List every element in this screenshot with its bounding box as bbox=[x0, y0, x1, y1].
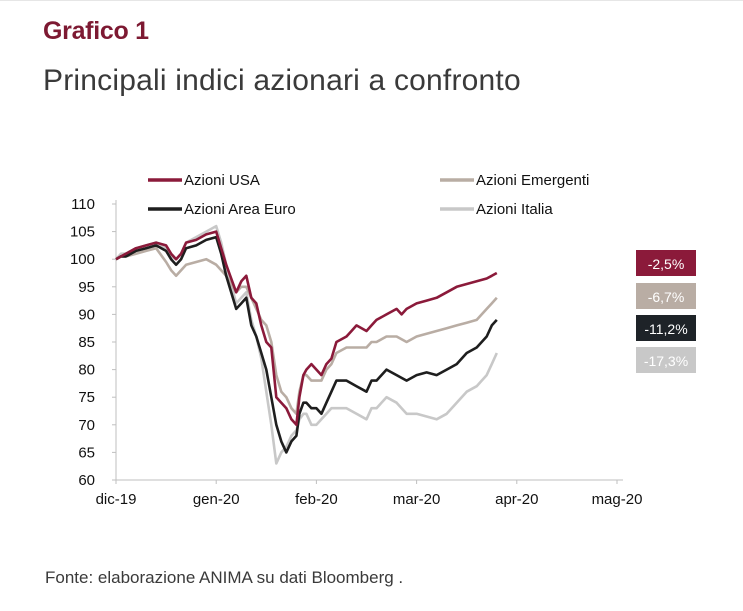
legend-label: Azioni USA bbox=[184, 172, 260, 189]
end-badge-label: -2,5% bbox=[648, 256, 685, 272]
end-badge-label: -6,7% bbox=[648, 289, 685, 305]
end-badge bbox=[636, 283, 696, 309]
x-tick-label: dic-19 bbox=[96, 491, 137, 508]
source-note: Fonte: elaborazione ANIMA su dati Bloomb… bbox=[45, 568, 404, 587]
y-tick-label: 95 bbox=[78, 279, 95, 296]
series-line-3 bbox=[115, 246, 498, 416]
series-line-1 bbox=[115, 230, 498, 427]
y-tick-label: 80 bbox=[78, 362, 95, 379]
y-tick-label: 90 bbox=[78, 306, 95, 323]
x-tick-label: feb-20 bbox=[295, 491, 338, 508]
end-badge bbox=[636, 250, 696, 276]
x-tick-label: apr-20 bbox=[495, 491, 538, 508]
y-tick-label: 105 bbox=[70, 224, 95, 241]
end-badge bbox=[636, 347, 696, 373]
y-tick-label: 100 bbox=[70, 251, 95, 268]
legend-label: Azioni Italia bbox=[476, 201, 553, 218]
x-tick-label: mar-20 bbox=[393, 491, 441, 508]
y-tick-label: 60 bbox=[78, 472, 95, 489]
end-badge-label: -11,2% bbox=[644, 321, 687, 337]
y-tick-label: 85 bbox=[78, 334, 95, 351]
x-tick-label: mag-20 bbox=[592, 491, 643, 508]
end-badge bbox=[636, 315, 696, 341]
series-line-2 bbox=[115, 235, 498, 454]
legend-label: Azioni Area Euro bbox=[184, 201, 296, 218]
y-tick-label: 70 bbox=[78, 417, 95, 434]
legend-label: Azioni Emergenti bbox=[476, 172, 589, 189]
end-badge-label: -17,3% bbox=[644, 353, 688, 369]
line-chart: 60 65 70 75 80 85 90 95 100 105 110 dic-19 gen-20 feb… bbox=[70, 172, 696, 508]
chart-kicker: Grafico 1 bbox=[43, 17, 149, 45]
y-tick-label: 65 bbox=[78, 444, 95, 461]
chart-title: Principali indici azionari a confronto bbox=[43, 64, 521, 97]
y-tick-label: 110 bbox=[71, 196, 95, 213]
y-tick-label: 75 bbox=[78, 389, 95, 406]
top-divider bbox=[0, 0, 743, 1]
x-tick-label: gen-20 bbox=[193, 491, 240, 508]
